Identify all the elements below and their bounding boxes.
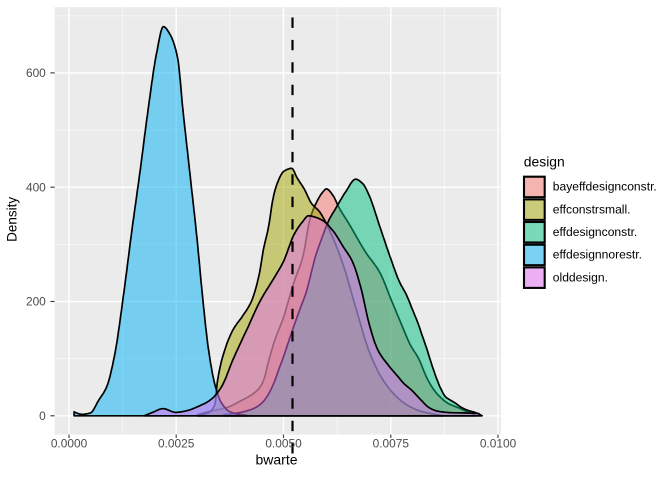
- svg-text:0.0075: 0.0075: [373, 437, 410, 451]
- svg-text:Density: Density: [4, 197, 19, 242]
- svg-text:0: 0: [39, 409, 46, 423]
- svg-text:design: design: [524, 153, 565, 169]
- svg-text:400: 400: [26, 180, 46, 194]
- svg-text:effdesignconstr.: effdesignconstr.: [553, 225, 638, 239]
- svg-text:effconstrsmall.: effconstrsmall.: [553, 202, 631, 216]
- svg-text:bayeffdesignconstr.: bayeffdesignconstr.: [553, 180, 657, 194]
- svg-text:bwarte: bwarte: [255, 452, 297, 468]
- svg-text:olddesign.: olddesign.: [553, 270, 608, 284]
- svg-text:0.0050: 0.0050: [265, 437, 302, 451]
- svg-text:600: 600: [26, 66, 46, 80]
- svg-text:0.0100: 0.0100: [480, 437, 517, 451]
- svg-text:200: 200: [26, 295, 46, 309]
- svg-text:effdesignnorestr.: effdesignnorestr.: [553, 248, 642, 262]
- svg-text:0.0025: 0.0025: [158, 437, 195, 451]
- svg-text:0.0000: 0.0000: [51, 437, 88, 451]
